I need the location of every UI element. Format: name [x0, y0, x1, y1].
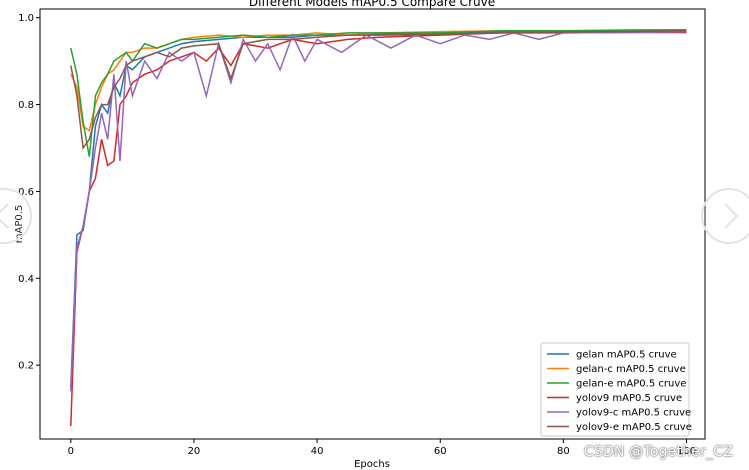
x-tick-label: 100	[677, 446, 696, 457]
x-tick-label: 20	[188, 446, 201, 457]
legend-label: yolov9-c mAP0.5 cruve	[576, 408, 691, 419]
series-line-2	[70, 29, 687, 157]
series-line-1	[70, 29, 687, 132]
series-lines	[70, 29, 687, 427]
legend-box	[540, 342, 690, 437]
legend-label: gelan-c mAP0.5 cruve	[576, 364, 686, 375]
x-tick-label: 0	[68, 446, 74, 457]
x-axis-label: Epochs	[354, 459, 390, 470]
chart-title: Different Models mAP0.5 Compare Cruve	[249, 0, 495, 9]
y-axis: 0.2 0.4 0.6 0.8 1.0	[18, 13, 40, 372]
chevron-right-icon	[724, 203, 739, 229]
series-line-0	[70, 29, 687, 387]
series-line-3	[70, 31, 687, 427]
legend-label: gelan mAP0.5 cruve	[576, 350, 677, 361]
y-tick-label: 0.6	[18, 187, 34, 198]
watermark: CSDN @Together_CZ	[583, 444, 733, 460]
x-tick-label: 80	[557, 446, 570, 457]
legend: gelan mAP0.5 cruve gelan-c mAP0.5 cruve ge…	[540, 342, 692, 437]
previous-image-button[interactable]	[0, 188, 32, 244]
y-tick-label: 0.8	[18, 100, 34, 111]
x-axis: 0 20 40 60 80 100	[68, 439, 696, 457]
x-tick-label: 40	[311, 446, 324, 457]
y-tick-label: 1.0	[18, 13, 34, 24]
y-tick-label: 0.2	[18, 361, 34, 372]
x-tick-label: 60	[434, 446, 447, 457]
legend-label: yolov9 mAP0.5 cruve	[576, 393, 682, 404]
chevron-left-icon	[0, 203, 9, 229]
series-line-5	[70, 29, 687, 151]
next-image-button[interactable]	[701, 188, 749, 244]
series-line-4	[70, 30, 687, 392]
y-tick-label: 0.4	[18, 274, 34, 285]
legend-label: yolov9-e mAP0.5 cruve	[576, 422, 692, 433]
legend-label: gelan-e mAP0.5 cruve	[576, 379, 686, 390]
